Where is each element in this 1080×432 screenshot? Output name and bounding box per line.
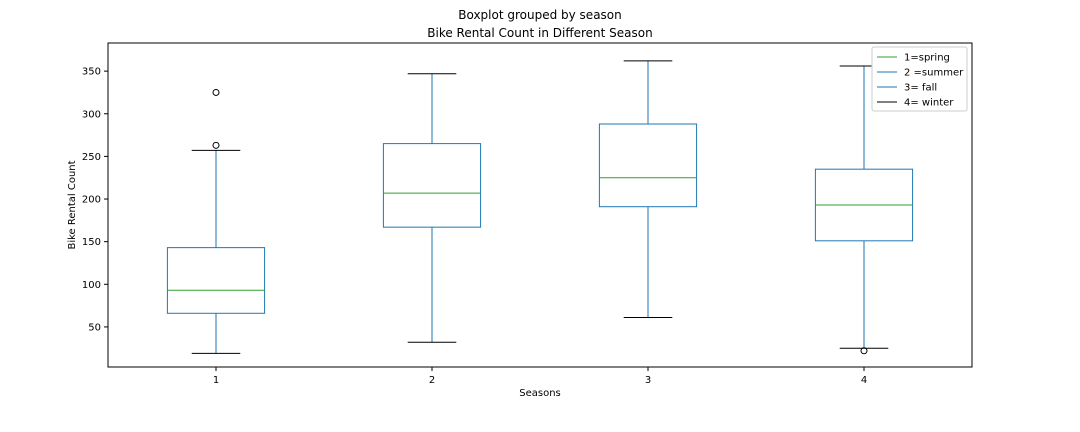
outlier-point — [860, 347, 868, 355]
legend-label: 4= winter — [904, 98, 954, 109]
y-tick-label: 150 — [82, 237, 101, 248]
y-tick-label: 50 — [88, 322, 101, 333]
y-axis-label: Bike Rental Count — [67, 160, 78, 249]
x-axis-label: Seasons — [519, 388, 561, 399]
x-tick-label: 3 — [645, 375, 651, 386]
x-tick-label: 1 — [213, 375, 219, 386]
box-iqr — [166, 247, 266, 314]
legend-frame — [871, 46, 968, 112]
y-tick-label: 100 — [82, 280, 101, 291]
y-tick-label: 350 — [82, 67, 101, 78]
y-tick-label: 300 — [82, 109, 101, 120]
y-tick-label: 200 — [82, 195, 101, 206]
legend-label: 2 =summer — [904, 68, 964, 79]
outlier-point — [212, 88, 220, 96]
y-tick-label: 250 — [82, 152, 101, 163]
plot-frame — [107, 42, 973, 368]
chart-suptitle: Boxplot grouped by season — [458, 8, 622, 22]
box-iqr — [598, 123, 698, 208]
x-tick-label: 4 — [861, 375, 867, 386]
outlier-point — [212, 141, 220, 149]
legend-label: 3= fall — [904, 83, 937, 94]
chart-title: Bike Rental Count in Different Season — [427, 26, 652, 40]
legend: 1=spring 2 =summer 3= fall 4= winter — [871, 46, 968, 112]
x-tick-label: 2 — [429, 375, 435, 386]
box-iqr — [382, 143, 482, 228]
legend-label: 1=spring — [904, 53, 950, 64]
